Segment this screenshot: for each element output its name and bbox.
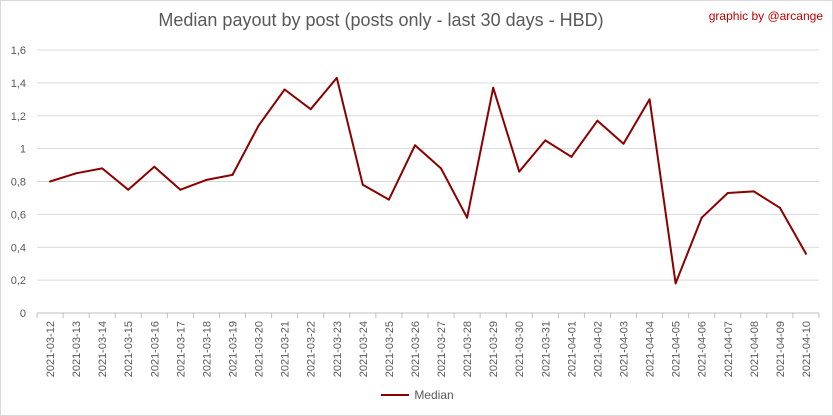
x-tick-label: 2021-03-23 [332, 321, 344, 377]
x-tick-label: 2021-04-04 [645, 321, 657, 377]
x-tick-label: 2021-03-17 [175, 321, 187, 377]
y-tick-label: 1,6 [11, 45, 26, 57]
data-point [283, 88, 286, 91]
legend-swatch [381, 393, 410, 396]
legend: Median [1, 387, 833, 402]
data-point [257, 124, 260, 127]
y-tick-label: 1,4 [11, 78, 26, 90]
data-point [179, 188, 182, 191]
data-point [413, 144, 416, 147]
x-tick-label: 2021-03-28 [462, 321, 474, 377]
y-tick-label: 0,2 [11, 275, 26, 287]
data-point [101, 167, 104, 170]
data-point [127, 188, 130, 191]
data-point [778, 206, 781, 209]
x-tick-label: 2021-04-02 [592, 321, 604, 377]
line-chart: 0 0,2 0,4 0,6 0,8 1 1,2 1,4 1,6 2021-03-12 2021-03… [11, 45, 820, 377]
data-point [361, 183, 364, 186]
x-tick-label: 2021-04-03 [619, 321, 631, 377]
data-point [570, 155, 573, 158]
x-tick-label: 2021-03-22 [306, 321, 318, 377]
x-tick-label: 2021-04-01 [566, 321, 578, 377]
x-tick-label: 2021-03-16 [149, 321, 161, 377]
series-line-median [49, 76, 807, 285]
data-point [544, 139, 547, 142]
x-tick-label: 2021-03-25 [384, 321, 396, 377]
data-point [387, 198, 390, 201]
y-tick-label: 1,2 [11, 111, 26, 123]
x-tick-label: 2021-03-13 [71, 321, 83, 377]
credit-label: graphic by @arcange [708, 9, 823, 23]
x-tick-label: 2021-04-10 [801, 321, 813, 377]
x-tick-label: 2021-03-20 [254, 321, 266, 377]
x-tick-label: 2021-04-08 [749, 321, 761, 377]
data-point [335, 76, 338, 79]
x-tick-label: 2021-04-07 [723, 321, 735, 377]
x-tick-label: 2021-03-26 [410, 321, 422, 377]
x-tick-label: 2021-03-21 [280, 321, 292, 377]
data-point [309, 108, 312, 111]
data-point [492, 86, 495, 89]
data-point [752, 190, 755, 193]
y-tick-label: 1 [20, 144, 26, 156]
x-tick-label: 2021-03-19 [228, 321, 240, 377]
x-tick-label: 2021-03-29 [488, 321, 500, 377]
data-point [75, 172, 78, 175]
data-point [466, 216, 469, 219]
data-point [674, 282, 677, 285]
data-point [49, 180, 52, 183]
x-tick-label: 2021-03-30 [514, 321, 526, 377]
legend-label: Median [414, 387, 454, 402]
data-point [231, 173, 234, 176]
x-tick-label: 2021-03-31 [540, 321, 552, 377]
data-point [648, 98, 651, 101]
data-point [205, 178, 208, 181]
data-point [804, 252, 807, 255]
x-tick-label: 2021-03-24 [358, 321, 370, 377]
x-tick-label: 2021-04-09 [775, 321, 787, 377]
y-tick-label: 0,4 [11, 242, 26, 254]
y-tick-label: 0,6 [11, 209, 26, 221]
x-tick-label: 2021-03-14 [97, 321, 109, 377]
x-tick-label: 2021-03-12 [45, 321, 57, 377]
data-point [153, 165, 156, 168]
data-point [622, 142, 625, 145]
x-tick-label: 2021-04-05 [671, 321, 683, 377]
data-point [440, 167, 443, 170]
x-tick-label: 2021-03-15 [123, 321, 135, 377]
y-tick-label: 0 [20, 308, 26, 320]
data-point [700, 216, 703, 219]
data-point [596, 119, 599, 122]
x-tick-label: 2021-04-06 [697, 321, 709, 377]
y-tick-label: 0,8 [11, 177, 26, 189]
x-tick-label: 2021-03-18 [201, 321, 213, 377]
chart-title: Median payout by post (posts only - last… [158, 10, 604, 30]
data-point [726, 192, 729, 195]
data-point [518, 170, 521, 173]
x-tick-label: 2021-03-27 [436, 321, 448, 377]
